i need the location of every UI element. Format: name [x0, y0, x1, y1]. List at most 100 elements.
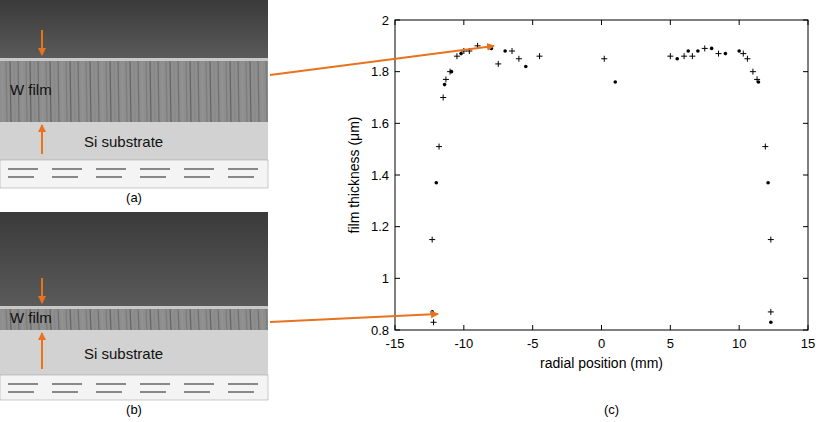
data-point: [440, 95, 446, 101]
sem-texture: [186, 308, 187, 330]
x-axis-title: radial position (mm): [540, 355, 663, 371]
x-tick-label: -15: [386, 336, 405, 351]
points: [429, 43, 774, 325]
y-tick-label: 1.8: [371, 64, 389, 79]
sem-texture: [134, 308, 135, 330]
sem-film: [0, 306, 268, 330]
x-tick-label: 15: [801, 336, 815, 351]
sem-info-mark: [96, 391, 122, 393]
y-tick: [395, 71, 400, 72]
data-point: [431, 319, 437, 325]
sem-texture: [70, 308, 71, 330]
data-point: [762, 144, 768, 150]
x-tick: [395, 325, 396, 330]
sem-texture: [170, 60, 171, 122]
sem-texture: [70, 60, 71, 122]
data-point: [716, 51, 722, 57]
data-point: [724, 52, 728, 56]
data-point: [447, 69, 453, 75]
sem-texture: [246, 308, 247, 330]
sem-texture: [210, 60, 211, 122]
data-point: [436, 144, 442, 150]
film-label: W film: [10, 81, 52, 98]
sem-texture: [226, 60, 227, 122]
sem-texture: [162, 60, 163, 122]
sem-texture: [118, 60, 119, 122]
x-tick: [463, 325, 464, 330]
sem-texture: [66, 308, 67, 330]
x-tick: [670, 20, 671, 25]
data-point: [524, 65, 528, 69]
sem-texture: [98, 308, 99, 330]
data-point: [675, 57, 679, 61]
sem-info-mark: [228, 383, 258, 385]
data-point: [769, 320, 773, 324]
sem-info-mark: [184, 383, 214, 385]
sem-texture: [122, 60, 123, 122]
data-point: [495, 61, 501, 67]
y-tick: [803, 175, 808, 176]
sem-texture: [190, 308, 191, 330]
connector-arrow: [270, 314, 438, 322]
data-point: [459, 52, 463, 56]
sem-texture: [206, 308, 207, 330]
sem-texture: [190, 60, 191, 122]
sem-texture: [206, 60, 207, 122]
sem-texture: [6, 308, 7, 330]
sem-texture: [186, 60, 187, 122]
data-point: [667, 53, 673, 59]
thickness-arrow: [41, 125, 43, 154]
sem-texture: [122, 308, 123, 330]
sem-texture: [222, 308, 223, 330]
data-point: [710, 47, 714, 51]
sem-texture: [258, 60, 259, 122]
sem-info-mark: [228, 168, 258, 170]
sem-texture: [158, 308, 159, 330]
data-point: [754, 76, 760, 82]
y-tick: [395, 123, 400, 124]
sem-info-mark: [8, 176, 34, 178]
x-tick: [601, 325, 602, 330]
sem-texture: [90, 308, 91, 330]
sem-texture: [86, 60, 87, 122]
sem-texture: [74, 308, 75, 330]
sem-texture: [198, 60, 199, 122]
sem-texture: [106, 308, 107, 330]
sem-info-mark: [8, 383, 38, 385]
y-tick: [803, 330, 808, 331]
x-tick-label: 10: [732, 336, 746, 351]
data-point: [454, 53, 460, 59]
x-tick: [808, 325, 809, 330]
sem-info-bar: [0, 375, 268, 400]
sem-texture: [182, 308, 183, 330]
sem-texture: [110, 308, 111, 330]
sem-texture: [62, 308, 63, 330]
data-point: [435, 181, 439, 185]
y-tick-label: 1.4: [371, 168, 389, 183]
sem-texture: [114, 60, 115, 122]
substrate-label: Si substrate: [84, 133, 163, 150]
sem-texture: [202, 60, 203, 122]
sem-texture: [142, 308, 143, 330]
sem-texture: [242, 60, 243, 122]
sem-texture: [66, 60, 67, 122]
sem-texture: [54, 308, 55, 330]
sem-texture: [154, 60, 155, 122]
sem-info-mark: [140, 391, 166, 393]
sem-texture: [226, 308, 227, 330]
sem-texture: [202, 308, 203, 330]
sem-texture: [250, 60, 251, 122]
sem-texture: [254, 308, 255, 330]
sem-texture: [94, 60, 95, 122]
x-tick-label: -5: [527, 336, 539, 351]
thickness-arrow: [41, 278, 43, 303]
sem-texture: [162, 308, 163, 330]
y-axis-title: film thickness (μm): [346, 117, 362, 234]
panel-label: (c): [604, 402, 619, 417]
y-tick-label: 1.6: [371, 116, 389, 131]
sem-texture: [154, 308, 155, 330]
data-point: [750, 69, 756, 75]
data-point: [696, 49, 700, 53]
data-point: [744, 56, 750, 62]
y-tick-label: 1: [382, 271, 389, 286]
